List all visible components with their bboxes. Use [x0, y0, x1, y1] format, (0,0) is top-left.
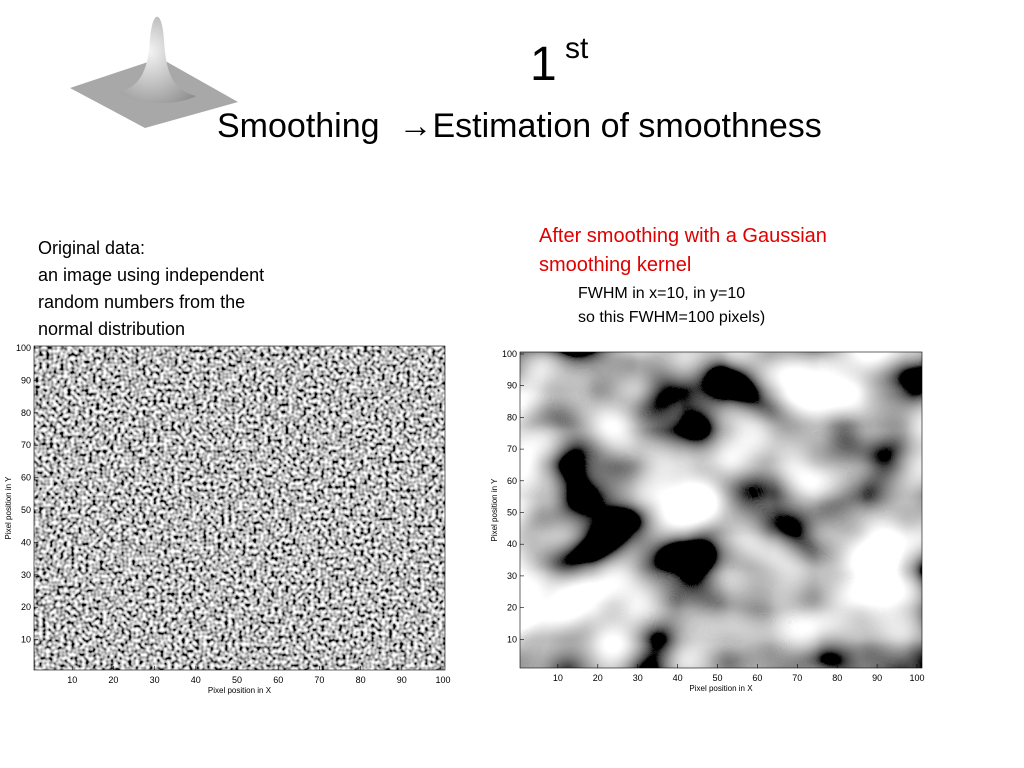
y-tick-label: 30 — [507, 571, 517, 581]
x-tick-label: 50 — [232, 675, 242, 685]
caption-line: random numbers from the — [38, 292, 245, 312]
x-tick-label: 10 — [553, 673, 563, 683]
x-axis-label: Pixel position in X — [689, 684, 753, 693]
gaussian-icon — [70, 16, 238, 128]
x-tick-label: 10 — [67, 675, 77, 685]
x-tick-label: 100 — [909, 673, 924, 683]
y-tick-label: 10 — [507, 634, 517, 644]
x-tick-label: 70 — [792, 673, 802, 683]
y-tick-label: 60 — [21, 473, 31, 483]
y-tick-label: 20 — [507, 603, 517, 613]
y-tick-label: 10 — [21, 635, 31, 645]
x-tick-label: 60 — [752, 673, 762, 683]
x-tick-label: 20 — [108, 675, 118, 685]
x-tick-label: 40 — [191, 675, 201, 685]
x-tick-label: 80 — [356, 675, 366, 685]
x-tick-label: 40 — [673, 673, 683, 683]
caption-line: an image using independent — [38, 265, 264, 285]
x-tick-label: 80 — [832, 673, 842, 683]
x-axis-label: Pixel position in X — [208, 686, 272, 695]
plot-frame — [519, 351, 923, 669]
caption-line: smoothing kernel — [539, 254, 691, 276]
x-tick-label: 60 — [273, 675, 283, 685]
y-tick-label: 90 — [507, 381, 517, 391]
x-tick-label: 70 — [314, 675, 324, 685]
y-tick-label: 50 — [21, 505, 31, 515]
x-tick-label: 90 — [397, 675, 407, 685]
y-tick-label: 70 — [21, 440, 31, 450]
x-tick-label: 50 — [712, 673, 722, 683]
caption-line: Original data: — [38, 238, 145, 258]
caption-line: After smoothing with a Gaussian — [539, 225, 827, 247]
y-axis-label: Pixel position in Y — [490, 478, 499, 542]
x-tick-label: 20 — [593, 673, 603, 683]
x-tick-label: 100 — [435, 675, 450, 685]
y-tick-label: 80 — [21, 408, 31, 418]
note-line: so this FWHM=100 pixels) — [578, 309, 765, 326]
y-tick-label: 80 — [507, 412, 517, 422]
smoothed-image — [520, 352, 922, 668]
plot-frame — [33, 345, 446, 671]
title-superscript: st — [565, 32, 589, 65]
y-tick-label: 70 — [507, 444, 517, 454]
y-axis-label: Pixel position in Y — [4, 476, 13, 540]
x-tick-label: 30 — [633, 673, 643, 683]
y-tick-label: 20 — [21, 602, 31, 612]
caption-line: normal distribution — [38, 319, 185, 339]
y-tick-label: 40 — [21, 537, 31, 547]
subtitle: Smoothing →Estimation of smoothness — [217, 107, 822, 145]
title: 1 — [530, 38, 557, 91]
y-tick-label: 50 — [507, 508, 517, 518]
y-tick-label: 100 — [502, 349, 517, 359]
noise-image — [34, 346, 445, 670]
x-tick-label: 30 — [150, 675, 160, 685]
y-tick-label: 60 — [507, 476, 517, 486]
y-tick-label: 100 — [16, 343, 31, 353]
y-tick-label: 90 — [21, 375, 31, 385]
y-tick-label: 30 — [21, 570, 31, 580]
note-line: FWHM in x=10, in y=10 — [578, 285, 745, 302]
x-tick-label: 90 — [872, 673, 882, 683]
y-tick-label: 40 — [507, 539, 517, 549]
